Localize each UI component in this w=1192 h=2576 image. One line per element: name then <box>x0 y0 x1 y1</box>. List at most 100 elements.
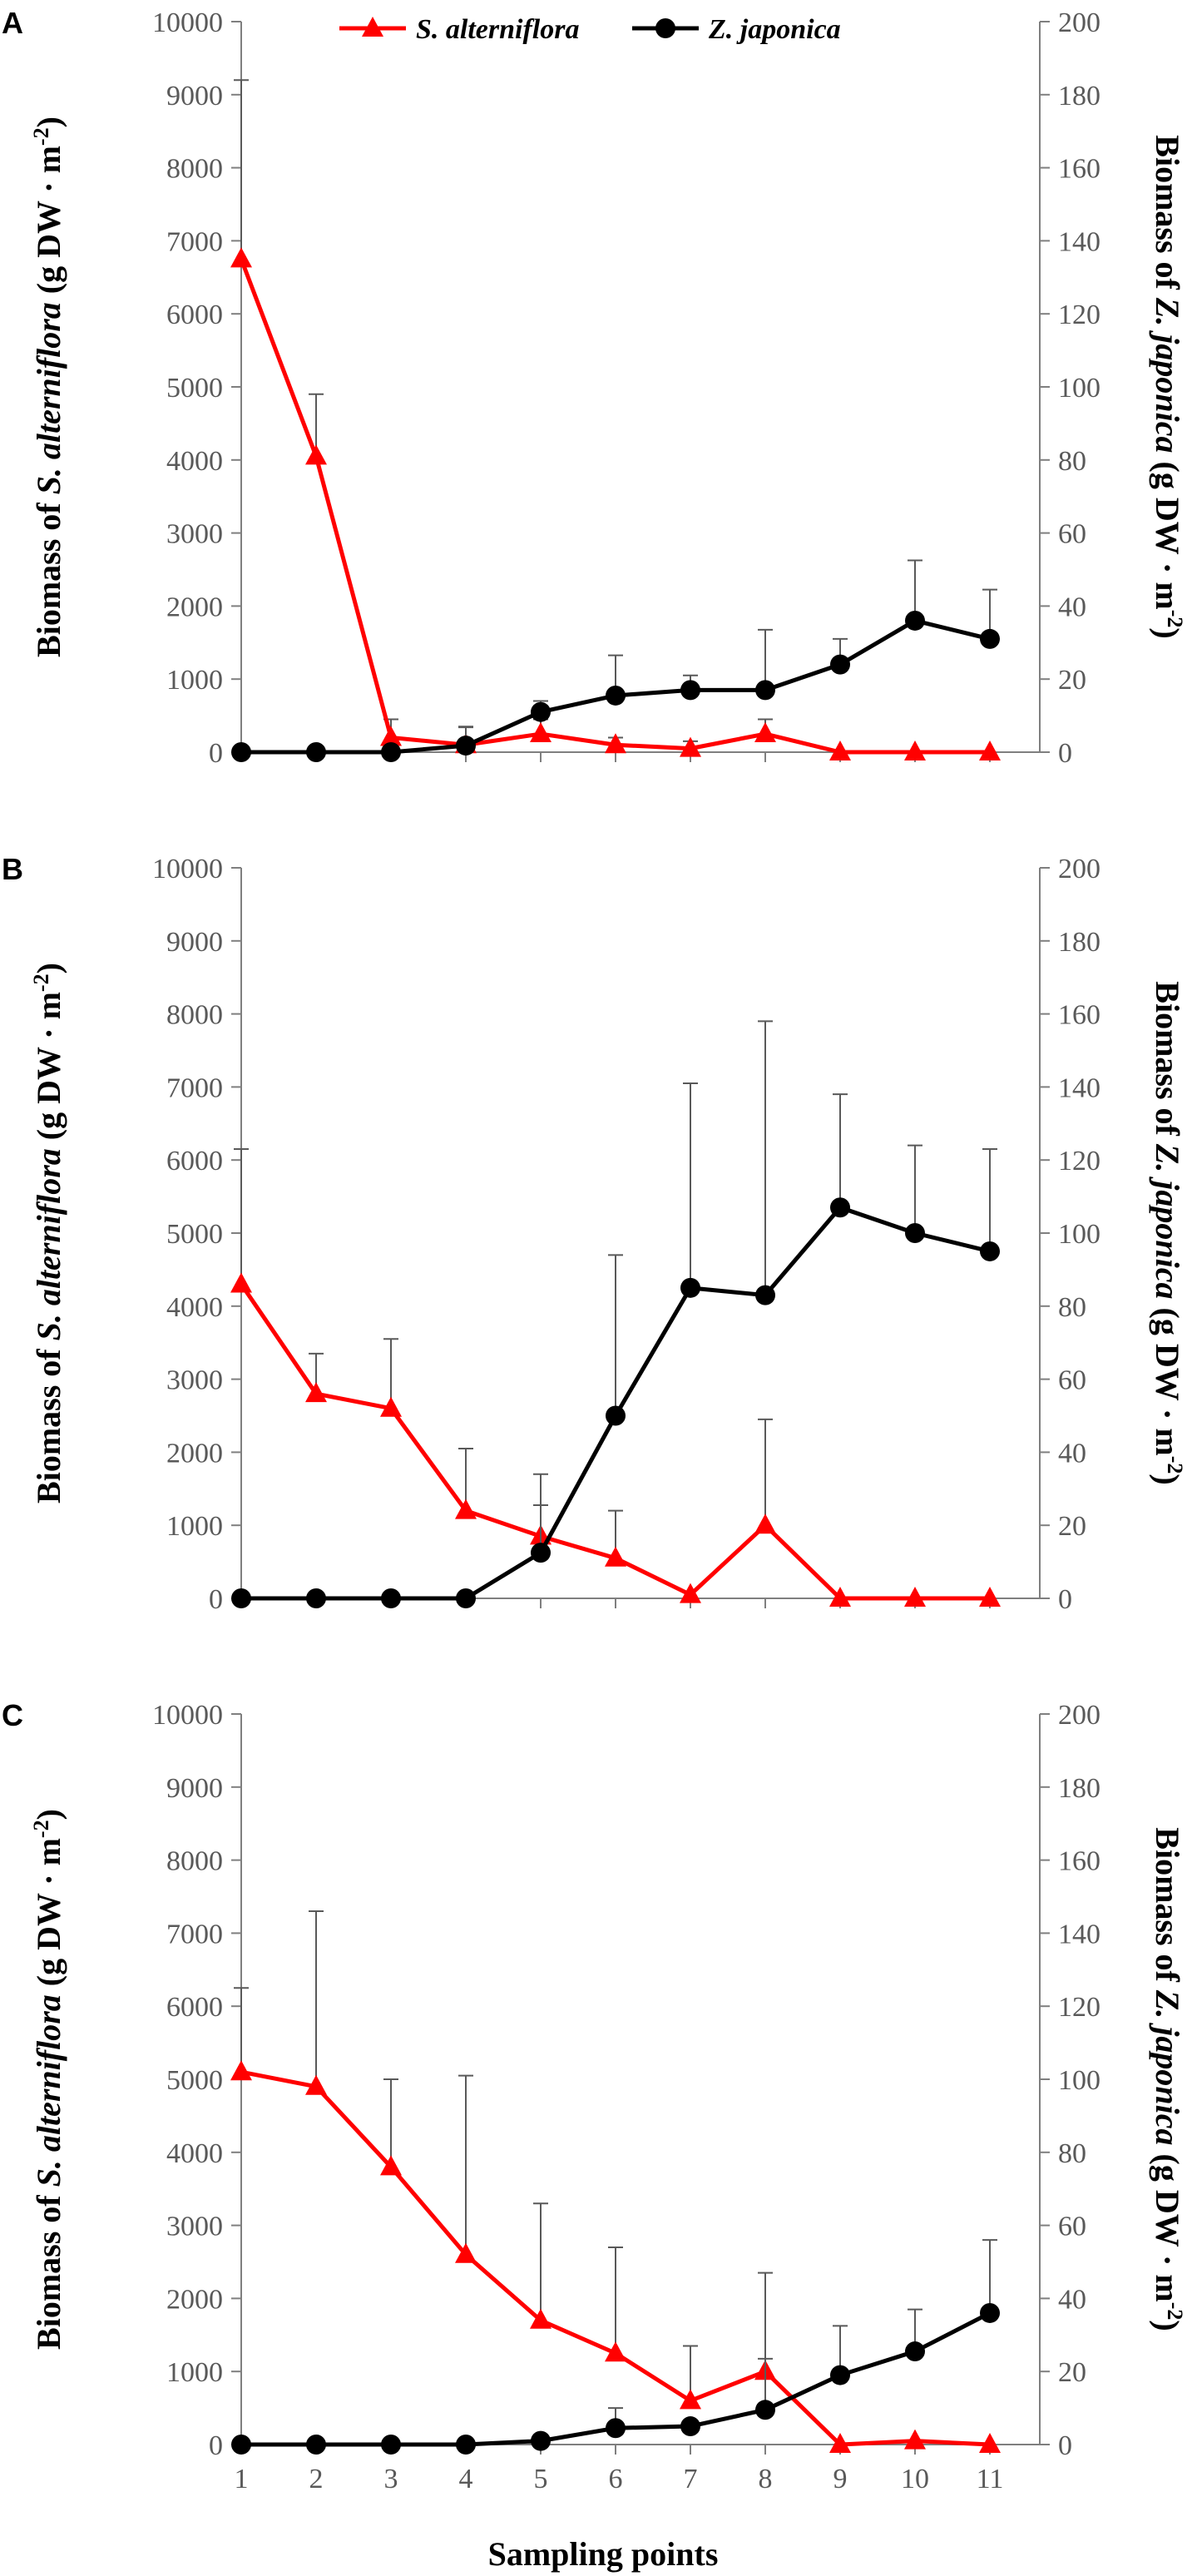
circle-marker <box>830 1197 850 1218</box>
triangle-marker <box>380 2155 402 2176</box>
x-tick-label: 11 <box>977 2464 1004 2494</box>
triangle-marker <box>680 2389 701 2410</box>
circle-marker <box>306 1588 326 1608</box>
x-tick-label: 10 <box>901 2464 929 2494</box>
triangle-marker <box>380 726 402 746</box>
left-tick-label: 4000 <box>166 1292 223 1323</box>
right-tick-label: 60 <box>1058 1365 1086 1396</box>
x-tick-label: 5 <box>534 2464 548 2494</box>
left-tick-label: 7000 <box>166 1073 223 1103</box>
left-tick-label: 8000 <box>166 1000 223 1031</box>
right-tick-label: 200 <box>1058 7 1100 38</box>
triangle-marker <box>680 1583 701 1603</box>
right-tick-label: 160 <box>1058 154 1100 185</box>
left-axis-label: Biomass of S. alterniflora (g DW · m-2) <box>29 1809 67 2350</box>
s-alterniflora-series <box>230 1148 1001 1607</box>
circle-marker <box>980 1241 1000 1261</box>
triangle-marker <box>754 722 776 743</box>
circle-marker <box>306 2435 326 2455</box>
triangle-marker <box>754 1513 776 1534</box>
left-tick-label: 1000 <box>166 665 223 696</box>
left-tick-label: 5000 <box>166 1219 223 1250</box>
legend-label: S. alterniflora <box>416 14 579 45</box>
circle-marker <box>980 628 1000 649</box>
left-tick-label: 10000 <box>152 854 223 884</box>
z-japonica-series <box>231 2239 1000 2455</box>
right-tick-label: 40 <box>1058 2284 1086 2315</box>
triangle-marker <box>680 736 701 757</box>
x-tick-label: 3 <box>384 2464 398 2494</box>
right-tick-label: 60 <box>1058 519 1086 550</box>
circle-marker <box>830 654 850 675</box>
s-alterniflora-series <box>230 1910 1001 2453</box>
triangle-marker <box>904 2429 926 2450</box>
right-axis-label: Biomass of Z. japonica (g DW · m-2) <box>1149 135 1187 638</box>
panel-b: B010002000300040005000600070008000900010… <box>2 852 1187 1615</box>
triangle-marker <box>829 741 851 760</box>
right-tick-label: 40 <box>1058 1438 1086 1469</box>
right-axis-label: Biomass of Z. japonica (g DW · m-2) <box>1149 981 1187 1484</box>
x-tick-label: 6 <box>609 2464 623 2494</box>
circle-marker <box>606 1405 626 1426</box>
x-tick-label: 4 <box>459 2464 473 2494</box>
right-tick-label: 0 <box>1058 2430 1072 2461</box>
right-tick-label: 80 <box>1058 446 1086 477</box>
x-axis-label: Sampling points <box>488 2535 719 2573</box>
right-tick-label: 60 <box>1058 2212 1086 2242</box>
right-tick-label: 20 <box>1058 2357 1086 2388</box>
left-tick-label: 4000 <box>166 446 223 477</box>
triangle-marker <box>380 1396 402 1417</box>
x-tick-label: 2 <box>309 2464 324 2494</box>
z-japonica-series <box>231 1020 1000 1608</box>
circle-marker <box>531 1543 551 1563</box>
circle-marker <box>905 1223 925 1243</box>
left-tick-label: 5000 <box>166 373 223 404</box>
left-tick-label: 0 <box>209 738 223 769</box>
panel-a: A010002000300040005000600070008000900010… <box>2 6 1187 769</box>
circle-marker <box>905 610 925 631</box>
right-tick-label: 180 <box>1058 1773 1100 1804</box>
x-tick-label: 1 <box>235 2464 249 2494</box>
triangle-marker <box>904 741 926 760</box>
right-tick-label: 120 <box>1058 300 1100 330</box>
right-tick-label: 140 <box>1058 1073 1100 1103</box>
legend-item: S. alterniflora <box>339 14 579 45</box>
triangle-marker <box>455 2242 477 2263</box>
left-tick-label: 0 <box>209 1584 223 1615</box>
right-tick-label: 100 <box>1058 2065 1100 2096</box>
circle-marker <box>905 2341 925 2362</box>
left-tick-label: 10000 <box>152 1700 223 1731</box>
triangle-marker <box>530 2308 551 2329</box>
right-tick-label: 180 <box>1058 927 1100 958</box>
left-tick-label: 6000 <box>166 1992 223 2023</box>
panel-c: C010002000300040005000600070008000900010… <box>2 1698 1187 2494</box>
right-tick-label: 80 <box>1058 1292 1086 1323</box>
circle-marker <box>531 701 551 722</box>
left-tick-label: 2000 <box>166 2284 223 2315</box>
left-tick-label: 6000 <box>166 1146 223 1177</box>
circle-marker <box>606 2418 626 2439</box>
triangle-marker <box>455 1499 477 1519</box>
triangle-marker <box>230 1272 252 1293</box>
right-tick-label: 0 <box>1058 738 1072 769</box>
left-tick-label: 8000 <box>166 154 223 185</box>
triangle-marker <box>605 733 626 754</box>
triangle-marker <box>979 1587 1001 1607</box>
circle-marker <box>231 2435 251 2455</box>
circle-marker <box>755 2400 775 2420</box>
left-tick-label: 9000 <box>166 927 223 958</box>
right-tick-label: 40 <box>1058 592 1086 622</box>
left-tick-label: 3000 <box>166 1365 223 1396</box>
left-tick-label: 2000 <box>166 1438 223 1469</box>
right-tick-label: 100 <box>1058 1219 1100 1250</box>
triangle-marker <box>230 247 252 268</box>
legend: S. alterniflora Z. japonica <box>339 14 841 45</box>
right-tick-label: 160 <box>1058 1846 1100 1877</box>
circle-marker <box>456 2435 476 2455</box>
left-tick-label: 10000 <box>152 7 223 38</box>
right-tick-label: 0 <box>1058 1584 1072 1615</box>
x-tick-label: 9 <box>833 2464 848 2494</box>
circle-marker <box>980 2302 1000 2323</box>
circle-marker <box>606 685 626 706</box>
